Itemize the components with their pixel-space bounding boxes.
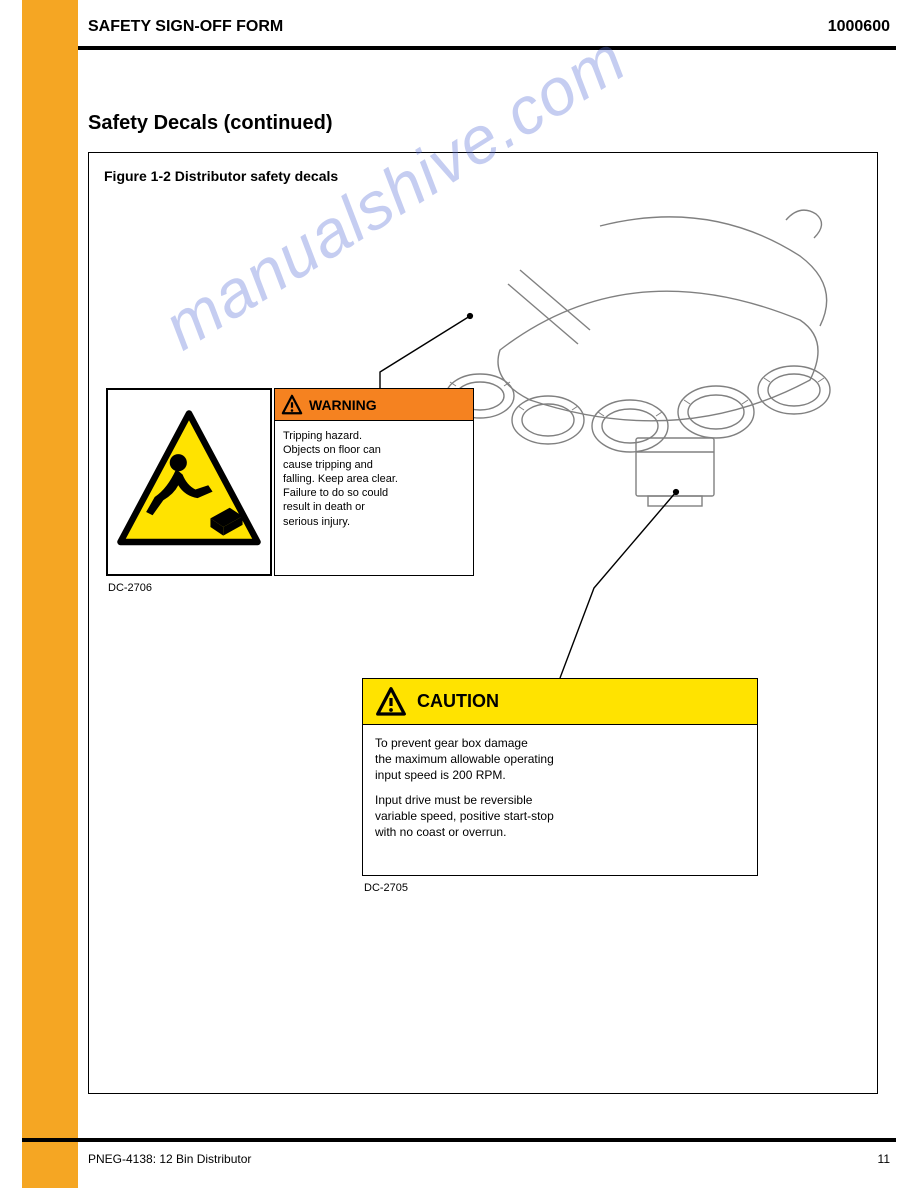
alert-triangle-icon — [281, 394, 303, 416]
footer-left: PNEG-4138: 12 Bin Distributor — [88, 1152, 251, 1166]
caution-line: Input drive must be reversible — [375, 792, 745, 808]
warning-part-number: DC-2706 — [108, 582, 152, 594]
warn-line: falling. Keep area clear. — [283, 472, 465, 486]
warn-line: result in death or — [283, 500, 465, 514]
warning-body-text: Tripping hazard. Objects on floor can ca… — [275, 421, 473, 537]
caution-line: the maximum allowable operating — [375, 751, 745, 767]
warning-text-panel: WARNING Tripping hazard. Objects on floo… — [274, 388, 474, 576]
caution-line: To prevent gear box damage — [375, 735, 745, 751]
warn-line: serious injury. — [283, 515, 465, 529]
leader-line-caution — [0, 0, 918, 1188]
warning-header: WARNING — [275, 389, 473, 421]
caution-line: with no coast or overrun. — [375, 824, 745, 840]
warning-header-label: WARNING — [309, 397, 377, 413]
warning-pictogram-cell — [106, 388, 272, 576]
caution-line-blank — [375, 784, 745, 792]
warning-decal: WARNING Tripping hazard. Objects on floo… — [106, 388, 466, 576]
warn-line: cause tripping and — [283, 458, 465, 472]
caution-body-text: To prevent gear box damage the maximum a… — [363, 725, 757, 850]
caution-part-number: DC-2705 — [364, 882, 408, 894]
page: SAFETY SIGN-OFF FORM 1000600 Safety Deca… — [0, 0, 918, 1188]
caution-header: CAUTION — [363, 679, 757, 725]
caution-line: variable speed, positive start-stop — [375, 808, 745, 824]
caution-header-label: CAUTION — [417, 691, 499, 712]
warn-line: Tripping hazard. — [283, 429, 465, 443]
warn-line: Failure to do so could — [283, 486, 465, 500]
caution-decal: CAUTION To prevent gear box damage the m… — [362, 678, 758, 876]
caution-line: input speed is 200 RPM. — [375, 767, 745, 783]
tripping-hazard-icon — [114, 402, 264, 562]
warn-line: Objects on floor can — [283, 443, 465, 457]
alert-triangle-icon — [375, 686, 407, 718]
footer-right: 11 — [878, 1152, 890, 1166]
